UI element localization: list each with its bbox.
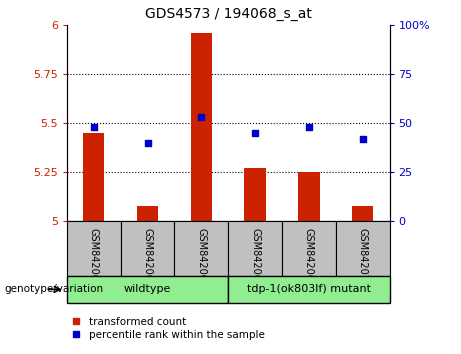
- Text: GSM842066: GSM842066: [142, 228, 153, 287]
- Point: [359, 136, 366, 142]
- Bar: [282, 221, 336, 276]
- Bar: [137, 206, 158, 221]
- Text: GSM842069: GSM842069: [304, 228, 314, 287]
- Text: GSM842068: GSM842068: [250, 228, 260, 287]
- Bar: [352, 206, 373, 221]
- Text: GSM842065: GSM842065: [89, 228, 99, 287]
- Point: [90, 124, 97, 130]
- Text: GSM842067: GSM842067: [196, 228, 207, 287]
- Point: [305, 124, 313, 130]
- Title: GDS4573 / 194068_s_at: GDS4573 / 194068_s_at: [145, 7, 312, 21]
- Bar: [336, 221, 390, 276]
- Point: [144, 140, 151, 145]
- Text: wildtype: wildtype: [124, 284, 171, 295]
- Legend: transformed count, percentile rank within the sample: transformed count, percentile rank withi…: [72, 317, 265, 340]
- Text: GSM842070: GSM842070: [358, 228, 368, 287]
- Bar: [67, 276, 228, 303]
- Point: [198, 114, 205, 120]
- Bar: [67, 221, 121, 276]
- Bar: [244, 168, 266, 221]
- Bar: [174, 221, 228, 276]
- Bar: [298, 172, 319, 221]
- Bar: [228, 221, 282, 276]
- Bar: [121, 221, 174, 276]
- Point: [251, 130, 259, 136]
- Bar: [190, 33, 212, 221]
- Bar: [83, 133, 105, 221]
- Text: tdp-1(ok803lf) mutant: tdp-1(ok803lf) mutant: [247, 284, 371, 295]
- Text: genotype/variation: genotype/variation: [5, 284, 104, 295]
- Bar: [228, 276, 390, 303]
